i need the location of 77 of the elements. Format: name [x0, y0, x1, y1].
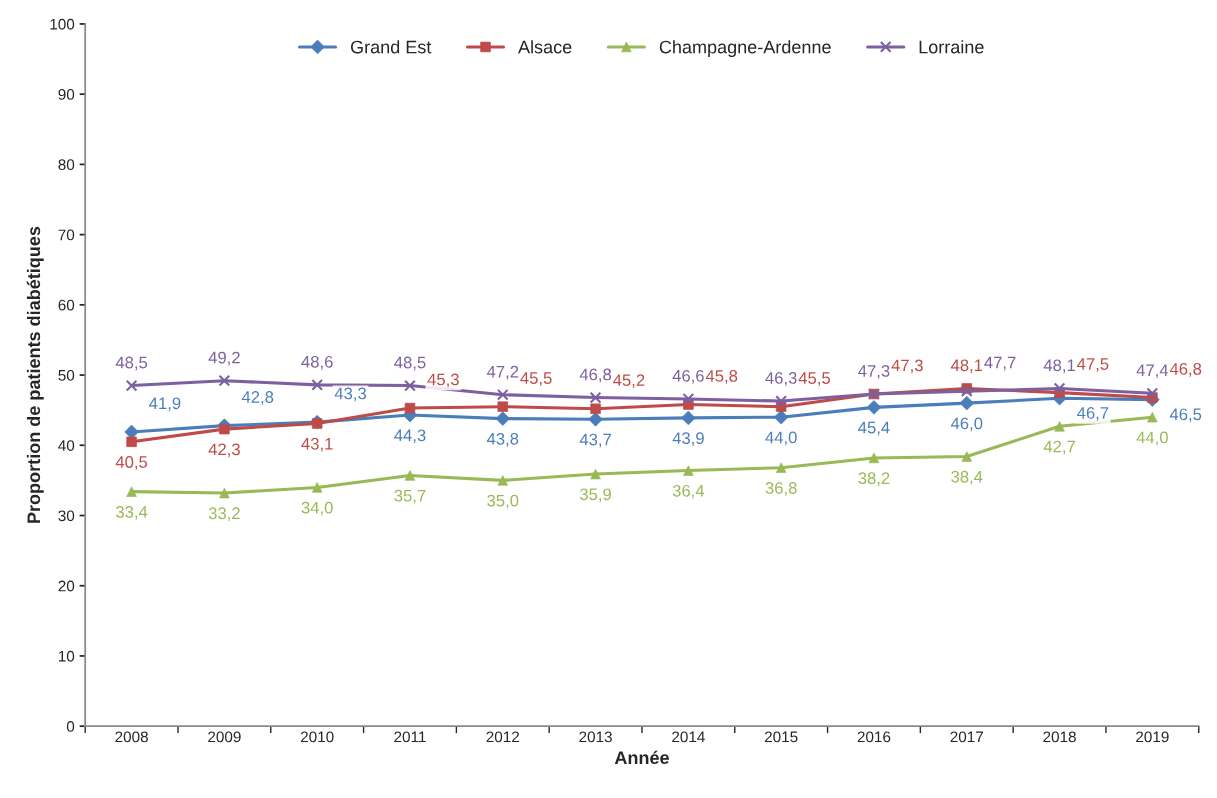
data-label: 46,5 [1169, 408, 1202, 423]
data-label: 43,8 [486, 432, 519, 447]
data-label: 45,4 [858, 421, 890, 436]
y-tick-label: 80 [58, 159, 75, 171]
x-tick-label: 2014 [672, 731, 705, 743]
data-label: 44,0 [1136, 431, 1168, 446]
legend-label: Grand Est [350, 40, 432, 54]
x-tick-label: 2008 [115, 731, 148, 743]
y-tick-label: 10 [58, 650, 75, 662]
y-tick-label: 100 [50, 18, 75, 30]
data-label: 46,6 [672, 369, 704, 384]
x-tick-label: 2017 [950, 731, 983, 743]
x-tick-label: 2009 [208, 731, 241, 743]
data-label: 46,7 [1077, 407, 1109, 421]
data-label: 34,0 [301, 501, 333, 516]
y-tick-label: 20 [58, 580, 75, 592]
data-label: 36,8 [765, 482, 797, 496]
data-label: 43,9 [672, 432, 704, 446]
x-axis-title: Année [614, 750, 669, 765]
legend-label: Alsace [518, 40, 572, 54]
data-label: 48,1 [950, 359, 983, 374]
x-tick-label: 2016 [857, 731, 891, 743]
x-tick-label: 2015 [764, 731, 798, 743]
data-label: 48,1 [1043, 359, 1075, 374]
y-tick-label: 40 [58, 440, 75, 451]
data-label: 49,2 [208, 351, 240, 366]
legend-label: Champagne-Ardenne [659, 40, 831, 58]
data-label: 47,2 [486, 365, 519, 380]
data-label: 44,0 [765, 431, 797, 446]
data-label: 46,0 [950, 417, 983, 432]
data-label: 43,7 [579, 433, 611, 448]
x-tick-label: 2013 [579, 731, 612, 743]
data-label: 42,7 [1043, 440, 1075, 455]
data-label: 47,3 [858, 365, 890, 379]
data-label: 45,5 [520, 372, 552, 386]
y-tick-label: 90 [58, 89, 75, 100]
y-tick-label: 0 [66, 721, 75, 732]
x-tick-label: 2018 [1043, 731, 1076, 743]
data-label: 38,2 [858, 472, 890, 487]
y-tick-label: 60 [58, 299, 75, 311]
data-label: 35,7 [394, 489, 426, 504]
x-tick-label: 2019 [1136, 731, 1169, 743]
data-label: 47,7 [984, 356, 1016, 371]
legend-label: Lorraine [919, 40, 984, 54]
data-label: 46,8 [1169, 362, 1202, 377]
y-tick-label: 70 [58, 229, 75, 241]
data-label: 46,3 [765, 372, 797, 386]
data-label: 46,8 [579, 368, 612, 383]
data-label: 43,1 [301, 437, 333, 452]
data-label: 33,4 [116, 505, 148, 520]
data-label: 48,5 [394, 356, 426, 371]
y-tick-label: 30 [58, 510, 75, 522]
y-axis-title: Proportion de patients diabétiques [26, 226, 44, 523]
data-label: 41,9 [149, 397, 181, 412]
x-tick-label: 2010 [300, 731, 334, 743]
data-label: 45,5 [798, 372, 831, 386]
data-label: 47,5 [1077, 358, 1109, 372]
data-label: 35,0 [487, 494, 519, 509]
y-tick-label: 50 [58, 369, 75, 381]
data-label: 38,4 [951, 470, 983, 485]
data-label: 47,4 [1136, 364, 1169, 379]
data-label: 35,9 [579, 488, 611, 503]
data-label: 47,3 [891, 359, 923, 374]
x-tick-label: 2011 [394, 731, 426, 743]
data-label: 40,5 [115, 456, 148, 470]
data-label: 33,2 [208, 507, 240, 522]
data-label: 44,3 [394, 429, 426, 444]
data-label: 45,8 [705, 370, 738, 384]
data-label: 45,2 [613, 374, 645, 388]
data-label: 36,4 [672, 484, 705, 499]
data-label: 48,6 [301, 355, 333, 370]
x-tick-label: 2012 [486, 731, 519, 743]
data-label: 43,3 [334, 387, 366, 402]
data-label: 42,8 [241, 391, 274, 405]
data-label: 48,5 [115, 356, 148, 371]
data-label: 45,3 [427, 373, 459, 388]
data-label: 42,3 [208, 443, 240, 458]
